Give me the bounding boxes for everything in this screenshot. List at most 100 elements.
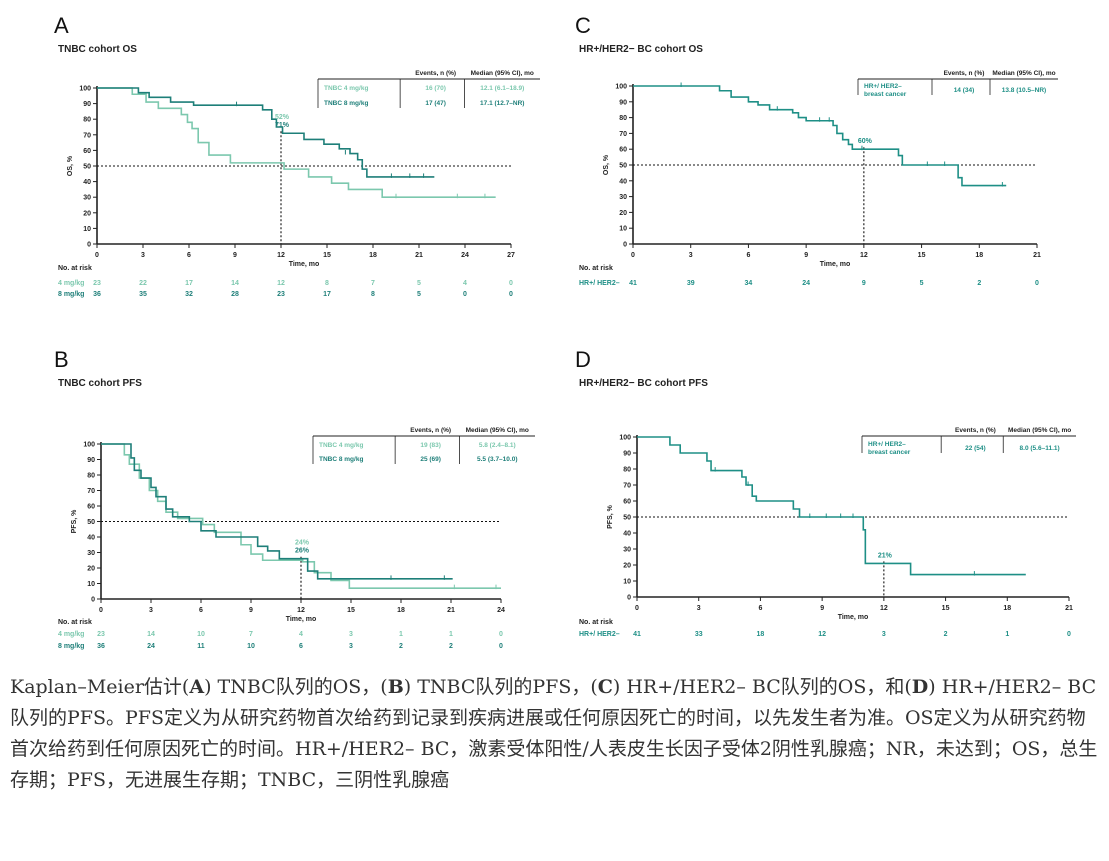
risk-value: 0	[1035, 280, 1039, 287]
risk-value: 2	[399, 643, 403, 650]
risk-value: 28	[231, 291, 239, 298]
panel-title: TNBC cohort OS	[58, 44, 137, 55]
risk-value: 3	[882, 631, 886, 638]
legend-header: Median (95% CI), mo	[466, 427, 529, 434]
legend-events: 25 (69)	[420, 456, 441, 463]
panel-letter: A	[54, 13, 69, 38]
x-tick-label: 0	[631, 252, 635, 259]
risk-value: 12	[277, 280, 285, 287]
risk-table: No. at risk HR+/ HER2– 41 33 18 12 3 2 1 0	[579, 619, 1071, 638]
x-tick-label: 18	[369, 252, 377, 259]
y-tick-label: 90	[623, 451, 631, 458]
panel-c: CHR+/HER2− BC cohort OS01020304050607080…	[575, 13, 1058, 287]
caption-panel-ref: C	[597, 676, 613, 698]
y-axis-label: OS, %	[603, 154, 610, 175]
y-tick-label: 20	[623, 563, 631, 570]
x-tick-label: 24	[497, 607, 505, 614]
x-tick-label: 9	[249, 607, 253, 614]
risk-value: 10	[247, 643, 255, 650]
y-tick-label: 40	[619, 178, 627, 185]
x-tick-label: 6	[758, 605, 762, 612]
legend-events: 14 (34)	[954, 87, 975, 94]
panel-letter: B	[54, 347, 69, 372]
y-tick-label: 50	[619, 163, 627, 170]
panel-title: HR+/HER2− BC cohort OS	[579, 44, 703, 55]
risk-value: 2	[944, 631, 948, 638]
x-axis-label: Time, mo	[289, 261, 320, 268]
y-tick-label: 50	[623, 515, 631, 522]
y-tick-label: 0	[627, 595, 631, 602]
legend-table: Events, n (%) Median (95% CI), mo HR+/ HER…	[861, 427, 1076, 456]
y-tick-label: 30	[619, 194, 627, 201]
caption-panel-ref: B	[387, 676, 404, 698]
legend-series-name: breast cancer	[864, 91, 907, 98]
x-tick-label: 9	[233, 252, 237, 259]
x-tick-label: 18	[975, 252, 983, 259]
x-tick-label: 12	[860, 252, 868, 259]
risk-row-label: 8 mg/kg	[58, 291, 84, 298]
x-tick-label: 15	[942, 605, 950, 612]
y-tick-label: 60	[623, 499, 631, 506]
risk-value: 17	[323, 291, 331, 298]
x-tick-label: 15	[918, 252, 926, 259]
risk-value: 5	[417, 291, 421, 298]
risk-value: 22	[139, 280, 147, 287]
legend-median: 17.1 (12.7–NR)	[480, 100, 524, 107]
risk-value: 1	[1005, 631, 1009, 638]
x-tick-label: 3	[149, 607, 153, 614]
caption-panel-ref: A	[189, 676, 205, 698]
x-tick-label: 21	[415, 252, 423, 259]
caption-text: ) TNBC队列的OS，(	[204, 676, 388, 698]
x-tick-label: 6	[187, 252, 191, 259]
risk-value: 23	[277, 291, 285, 298]
legend-series-name: TNBC 4 mg/kg	[324, 85, 368, 92]
x-axis-label: Time, mo	[286, 616, 317, 623]
risk-value: 8	[325, 280, 329, 287]
x-tick-label: 27	[507, 252, 515, 259]
landmark-label: 24%	[295, 540, 310, 547]
risk-value: 32	[185, 291, 193, 298]
risk-row-label: 8 mg/kg	[58, 643, 84, 650]
risk-table: No. at risk HR+/ HER2– 41 39 34 24 9 5 2 0	[579, 265, 1039, 287]
landmark-label: 60%	[858, 138, 873, 145]
risk-value: 0	[509, 280, 513, 287]
legend-header: Events, n (%)	[955, 427, 996, 434]
risk-row-label: HR+/ HER2–	[579, 280, 620, 287]
x-tick-label: 9	[804, 252, 808, 259]
y-tick-label: 60	[83, 148, 91, 155]
risk-value: 0	[499, 643, 503, 650]
x-tick-label: 6	[199, 607, 203, 614]
risk-value: 0	[509, 291, 513, 298]
risk-value: 24	[802, 280, 810, 287]
y-tick-label: 10	[619, 226, 627, 233]
legend-header: Median (95% CI), mo	[471, 70, 534, 77]
risk-value: 0	[499, 631, 503, 638]
risk-value: 3	[349, 643, 353, 650]
y-tick-label: 10	[623, 579, 631, 586]
y-tick-label: 90	[619, 99, 627, 106]
y-tick-label: 0	[91, 597, 95, 604]
y-tick-label: 70	[623, 483, 631, 490]
y-tick-label: 10	[83, 226, 91, 233]
landmark-label: 71%	[275, 122, 290, 129]
legend-median: 8.0 (5.6–11.1)	[1020, 445, 1060, 452]
risk-table-title: No. at risk	[579, 619, 613, 626]
risk-value: 17	[185, 280, 193, 287]
y-tick-label: 80	[87, 473, 95, 480]
legend-median: 5.5 (3.7–10.0)	[477, 456, 517, 463]
risk-value: 12	[818, 631, 826, 638]
y-tick-label: 20	[87, 566, 95, 573]
legend-series-name: TNBC 8 mg/kg	[324, 100, 368, 107]
x-tick-label: 18	[397, 607, 405, 614]
y-tick-label: 70	[619, 131, 627, 138]
legend-header: Median (95% CI), mo	[1008, 427, 1071, 434]
x-tick-label: 21	[1033, 252, 1041, 259]
risk-value: 33	[695, 631, 703, 638]
panel-letter: D	[575, 347, 591, 372]
risk-value: 1	[449, 631, 453, 638]
y-tick-label: 10	[87, 581, 95, 588]
y-tick-label: 30	[623, 547, 631, 554]
y-tick-label: 70	[83, 132, 91, 139]
risk-row-label: 4 mg/kg	[58, 280, 84, 287]
